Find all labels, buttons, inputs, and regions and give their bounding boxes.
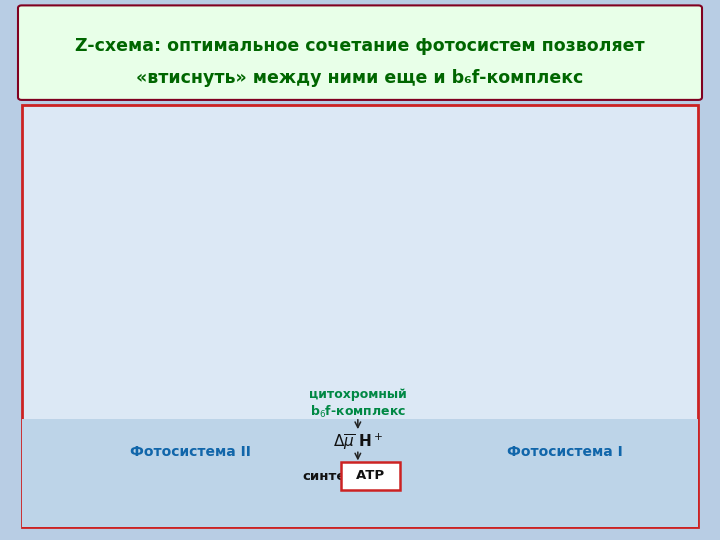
Text: $P_{680}^{+}$: $P_{680}^{+}$: [200, 386, 222, 402]
Text: $P_{680}^{*}$: $P_{680}^{*}$: [184, 191, 205, 207]
Text: $Tyr_Z$: $Tyr_Z$: [172, 387, 196, 401]
Text: cyt b$_6$H: cyt b$_6$H: [300, 282, 337, 296]
Text: $P_{700}^{+}$: $P_{700}^{+}$: [441, 341, 463, 357]
Text: NADP$^+$: NADP$^+$: [620, 218, 658, 231]
Text: hv$_1$: hv$_1$: [148, 292, 171, 308]
FancyBboxPatch shape: [18, 5, 702, 100]
Text: $E_0'$, V: $E_0'$, V: [38, 113, 68, 131]
Text: $H_2O$: $H_2O$: [113, 368, 136, 381]
Text: cyt b$_6$L: cyt b$_6$L: [300, 266, 336, 280]
Text: hv$_2$: hv$_2$: [430, 236, 452, 252]
Text: FAD: FAD: [577, 220, 596, 229]
Text: $A_1$: $A_1$: [493, 164, 507, 178]
Text: синтез: синтез: [302, 470, 354, 483]
Text: «втиснуть» между ними еще и b₆f-комплекс: «втиснуть» между ними еще и b₆f-комплекс: [136, 69, 584, 87]
Text: cyt f: cyt f: [334, 309, 355, 320]
Text: цитохромный: цитохромный: [309, 388, 407, 401]
Text: PC: PC: [405, 314, 419, 324]
Text: PQ: PQ: [295, 273, 310, 284]
Text: Фотосистема II: Фотосистема II: [130, 445, 251, 459]
FancyBboxPatch shape: [22, 418, 698, 526]
Text: АТР: АТР: [356, 469, 384, 482]
Text: Fe$_2$S$_2$: Fe$_2$S$_2$: [300, 308, 328, 321]
Text: Pheo: Pheo: [213, 202, 238, 213]
Text: $F_A$: $F_A$: [523, 205, 536, 219]
Text: $P_{700}^{*}$: $P_{700}^{*}$: [441, 131, 463, 147]
FancyBboxPatch shape: [22, 105, 698, 526]
FancyBboxPatch shape: [602, 203, 676, 246]
FancyBboxPatch shape: [127, 182, 258, 420]
Text: Fd: Fd: [559, 220, 572, 229]
Text: $Q_B$: $Q_B$: [242, 269, 257, 283]
FancyBboxPatch shape: [417, 118, 578, 441]
FancyBboxPatch shape: [293, 251, 379, 351]
Text: b$_6$f-комплекс: b$_6$f-комплекс: [310, 403, 406, 420]
Text: $A_0$: $A_0$: [474, 141, 488, 154]
Text: $\Delta\overline{\mu}$ H$^+$: $\Delta\overline{\mu}$ H$^+$: [333, 431, 383, 451]
Text: Фотосистема I: Фотосистема I: [508, 445, 623, 459]
Text: Z-схема: оптимальное сочетание фотосистем позволяет: Z-схема: оптимальное сочетание фотосисте…: [75, 37, 645, 55]
FancyBboxPatch shape: [341, 462, 400, 490]
Text: $F_X$: $F_X$: [510, 188, 523, 201]
Text: $F_B$: $F_B$: [541, 205, 554, 219]
Text: $Q_A$: $Q_A$: [222, 248, 237, 261]
Text: $Mn_4$: $Mn_4$: [141, 387, 163, 401]
